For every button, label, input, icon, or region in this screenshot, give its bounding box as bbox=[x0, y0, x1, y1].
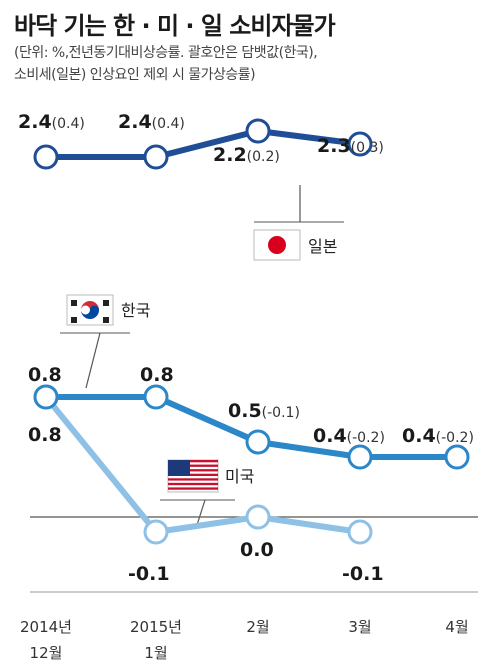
data-point bbox=[347, 519, 373, 545]
chart-title: 바닥 기는 한 · 미 · 일 소비자물가 bbox=[14, 12, 336, 40]
note-line-2: 소비세(일본) 인상요인 제외 시 물가상승률) bbox=[14, 67, 256, 83]
data-point bbox=[33, 384, 59, 410]
jp-label-3-value: 2.3 bbox=[317, 135, 351, 157]
jp-label-0: 2.4(0.4) bbox=[18, 111, 85, 133]
kr-label-2-adjusted: (-0.1) bbox=[262, 405, 300, 421]
us-flag-stripe bbox=[168, 473, 218, 477]
x-tick-label: 2월 bbox=[246, 618, 269, 636]
japan-flag-disc bbox=[268, 236, 286, 254]
us-flag-stripe bbox=[168, 487, 218, 490]
kr-callout-line bbox=[85, 332, 101, 389]
us-flag-stripe bbox=[168, 478, 218, 481]
kr-label-0-value: 0.8 bbox=[28, 364, 62, 386]
jp-series-label: 일본 bbox=[308, 237, 337, 256]
us-flag-stripe bbox=[168, 482, 218, 486]
us-label-0-value: 0.8 bbox=[28, 424, 62, 446]
data-point bbox=[347, 131, 373, 157]
jp-label-2-value: 2.2 bbox=[213, 144, 247, 166]
data-point bbox=[245, 504, 271, 530]
x-tick-label: 4월 bbox=[445, 618, 468, 636]
data-point bbox=[245, 429, 271, 455]
us-callout-line bbox=[196, 499, 206, 526]
us-label-1-value: -0.1 bbox=[128, 563, 170, 585]
data-point bbox=[143, 144, 169, 170]
data-point bbox=[444, 444, 470, 470]
x-tick-label: 2015년 bbox=[130, 618, 182, 636]
korea-flag-trigram bbox=[103, 300, 109, 306]
kr-label-2-value: 0.5 bbox=[228, 400, 262, 422]
data-point bbox=[143, 384, 169, 410]
us-label-3-value: -0.1 bbox=[342, 563, 384, 585]
x-tick-label: 3월 bbox=[348, 618, 371, 636]
jp-label-0-adjusted: (0.4) bbox=[52, 116, 85, 132]
kr-label-2: 0.5(-0.1) bbox=[228, 400, 300, 422]
korea-flag-trigram bbox=[103, 317, 109, 323]
data-point bbox=[143, 519, 169, 545]
jp-label-3: 2.3(0.3) bbox=[317, 135, 384, 157]
kr-label-3: 0.4(-0.2) bbox=[313, 425, 385, 447]
series-line-0 bbox=[46, 128, 361, 160]
kr-label-1: 0.8 bbox=[140, 364, 174, 386]
x-tick-sublabel: 12월 bbox=[30, 644, 63, 662]
kr-label-4-adjusted: (-0.2) bbox=[436, 430, 474, 446]
korea-flag-trigram bbox=[71, 317, 77, 323]
korea-flag-taegeuk-blue bbox=[81, 305, 99, 319]
jp-label-3-adjusted: (0.3) bbox=[351, 140, 384, 156]
note-line-1: (단위: %,전년동기대비상승률. 괄호안은 담뱃값(한국), bbox=[14, 45, 318, 61]
series-line-2 bbox=[43, 395, 361, 535]
data-point bbox=[245, 118, 271, 144]
us-flag-stripe bbox=[168, 464, 218, 467]
x-tick-sublabel: 1월 bbox=[144, 644, 167, 662]
us-label-2-value: 0.0 bbox=[240, 539, 274, 561]
kr-label-0: 0.8 bbox=[28, 364, 62, 386]
kr-label-3-value: 0.4 bbox=[313, 425, 347, 447]
us-flag-canton bbox=[168, 460, 190, 476]
kr-label-1-value: 0.8 bbox=[140, 364, 174, 386]
jp-label-2-adjusted: (0.2) bbox=[247, 149, 280, 165]
us-flag-stripe bbox=[168, 469, 218, 472]
us-label-0: 0.8 bbox=[28, 424, 62, 446]
us-label-1: -0.1 bbox=[128, 563, 170, 585]
kr-label-4: 0.4(-0.2) bbox=[402, 425, 474, 447]
data-point bbox=[33, 144, 59, 170]
chart-note: (단위: %,전년동기대비상승률. 괄호안은 담뱃값(한국), 소비세(일본) … bbox=[14, 42, 484, 86]
us-series-label: 미국 bbox=[225, 467, 254, 486]
us-label-2: 0.0 bbox=[240, 539, 274, 561]
us-label-3: -0.1 bbox=[342, 563, 384, 585]
jp-label-1-adjusted: (0.4) bbox=[152, 116, 185, 132]
jp-label-1-value: 2.4 bbox=[118, 111, 152, 133]
kr-label-4-value: 0.4 bbox=[402, 425, 436, 447]
jp-label-0-value: 2.4 bbox=[18, 111, 52, 133]
x-tick-label: 2014년 bbox=[20, 618, 72, 636]
kr-label-3-adjusted: (-0.2) bbox=[347, 430, 385, 446]
jp-label-2: 2.2(0.2) bbox=[213, 144, 280, 166]
korea-flag-trigram bbox=[71, 300, 77, 306]
us-flag-stripe bbox=[168, 460, 218, 463]
jp-label-1: 2.4(0.4) bbox=[118, 111, 185, 133]
data-point bbox=[347, 444, 373, 470]
kr-series-label: 한국 bbox=[121, 301, 150, 320]
